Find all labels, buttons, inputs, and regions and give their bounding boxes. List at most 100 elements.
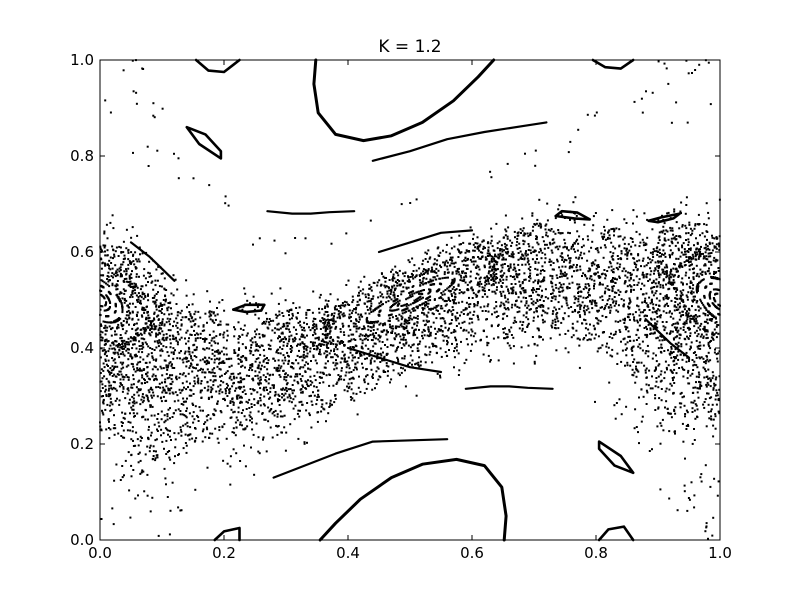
scatter-point [326,303,329,306]
scatter-point [385,285,388,288]
scatter-point [713,384,716,387]
scatter-point [274,327,277,330]
scatter-point [661,271,664,274]
scatter-point [407,286,410,289]
scatter-point [303,350,305,353]
scatter-point [136,334,139,337]
scatter-point [338,315,341,318]
scatter-point [206,321,208,324]
scatter-point [492,272,495,275]
scatter-point [681,244,683,247]
scatter-point [301,341,304,344]
scatter-point [141,285,144,288]
scatter-point [556,245,559,248]
scatter-point [578,314,581,317]
scatter-point [527,249,530,251]
scatter-point [219,375,221,378]
scatter-point [390,298,393,301]
scatter-point [174,446,177,449]
scatter-point [120,302,123,305]
scatter-point [491,268,494,271]
scatter-point [612,301,615,304]
scatter-point [298,367,301,370]
scatter-point [106,254,109,257]
scatter-point [311,311,314,314]
scatter-point [657,308,660,311]
scatter-point [133,323,136,326]
scatter-point [342,325,344,328]
scatter-point [552,230,555,233]
scatter-point [646,304,649,307]
scatter-point [153,379,156,382]
scatter-point [427,330,430,333]
scatter-point [702,303,705,306]
scatter-point [326,332,329,335]
scatter-point [259,368,262,371]
scatter-point [292,326,295,329]
scatter-point [134,370,137,373]
scatter-point [154,366,157,369]
scatter-point [394,350,397,353]
scatter-point [450,258,453,261]
scatter-point [532,287,535,290]
scatter-point [473,305,476,308]
scatter-point [472,263,475,266]
scatter-point [651,228,654,231]
scatter-point [291,362,294,364]
scatter-point [269,373,272,376]
scatter-point [288,338,291,341]
scatter-point [122,69,125,72]
scatter-point [446,311,449,314]
scatter-point [718,412,721,415]
scatter-point [534,262,537,264]
scatter-point [106,278,109,280]
scatter-point [303,321,306,324]
scatter-point [489,274,492,276]
scatter-point [274,393,277,396]
scatter-point [114,330,116,333]
scatter-point [637,431,639,434]
scatter-point [242,329,245,331]
scatter-point [421,331,424,334]
scatter-point [141,393,144,396]
scatter-point [667,288,670,291]
scatter-point [518,269,521,271]
scatter-point [662,284,664,287]
scatter-point [180,434,183,437]
scatter-point [161,320,164,323]
scatter-point [425,319,428,322]
scatter-point [612,252,615,255]
scatter-point [349,351,352,354]
scatter-point [208,347,211,350]
scatter-point [197,310,200,313]
scatter-point [324,330,327,333]
scatter-point [311,403,314,406]
scatter-point [367,325,370,328]
scatter-point [445,303,448,306]
scatter-point [533,311,536,314]
scatter-point [226,404,229,407]
scatter-point [291,392,294,395]
scatter-point [656,326,659,329]
scatter-point [134,292,137,295]
scatter-point [435,278,438,281]
scatter-point [267,359,270,362]
scatter-point [123,301,126,304]
scatter-point [161,318,164,321]
scatter-point [699,234,701,237]
scatter-point [661,214,663,217]
scatter-point [669,272,672,275]
scatter-point [351,359,354,362]
scatter-point [479,306,482,309]
scatter-point [112,276,114,279]
scatter-point [675,221,678,224]
scatter-point [699,387,701,390]
scatter-point [257,357,260,360]
scatter-point [246,332,249,335]
scatter-point [116,288,119,291]
scatter-point [133,336,136,339]
scatter-point [185,342,187,345]
scatter-point [693,325,696,328]
scatter-point [169,342,172,345]
scatter-point [188,366,191,369]
